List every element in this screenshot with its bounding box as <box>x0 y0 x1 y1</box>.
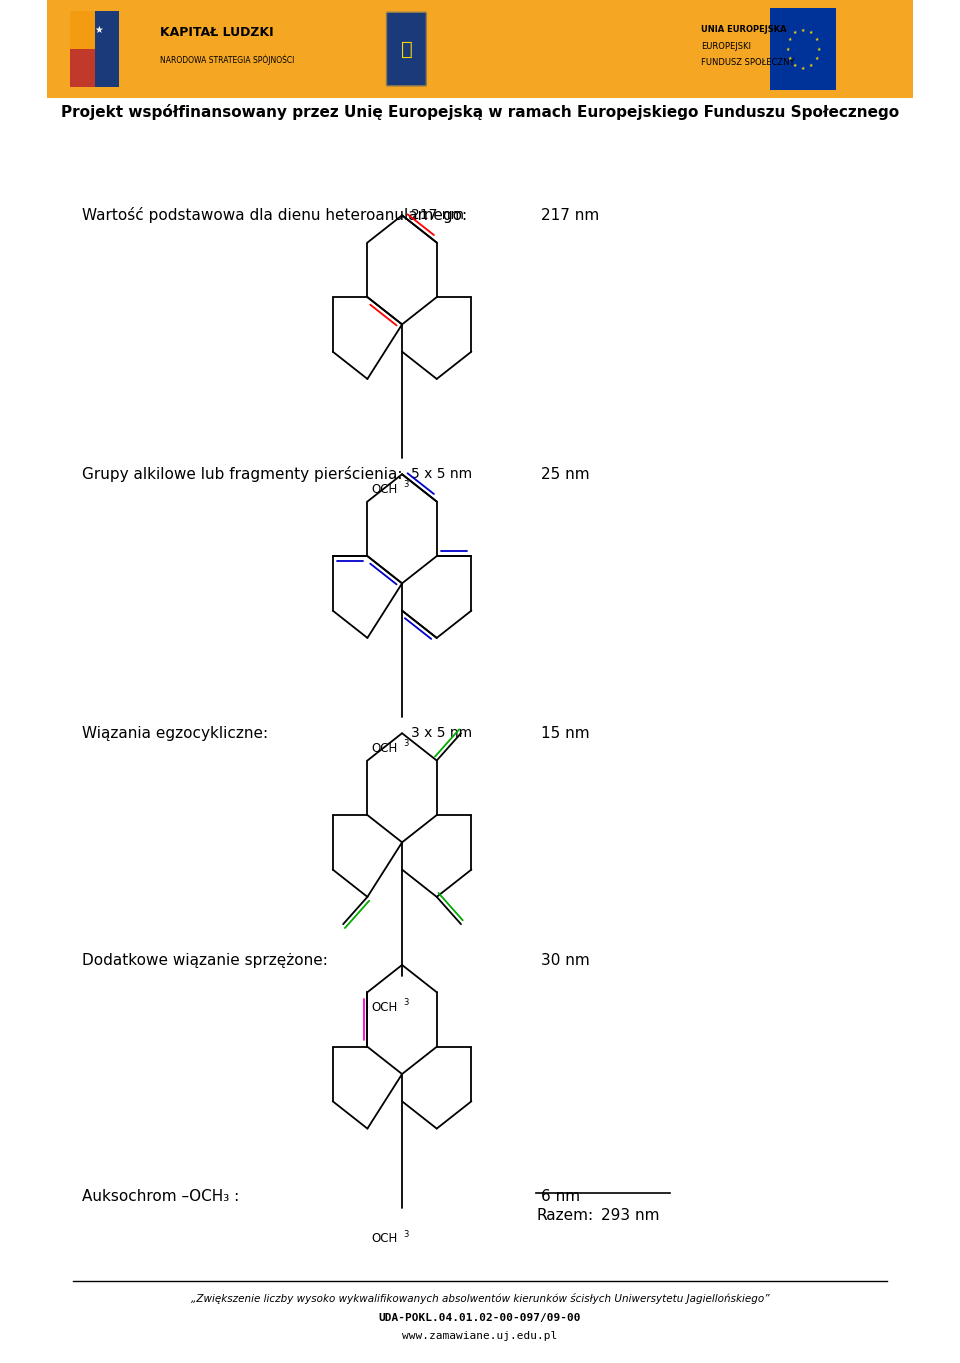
Bar <box>70 11 95 49</box>
Text: FUNDUSZ SPOŁECZNY: FUNDUSZ SPOŁECZNY <box>701 59 794 67</box>
Text: OCH: OCH <box>372 483 397 496</box>
Text: Grupy alkilowe lub fragmenty pierścienia:: Grupy alkilowe lub fragmenty pierścienia… <box>82 466 402 483</box>
Text: 3: 3 <box>403 998 409 1007</box>
Text: ★: ★ <box>808 30 813 35</box>
Text: 15 nm: 15 nm <box>540 725 589 741</box>
Text: 293 nm: 293 nm <box>601 1208 660 1224</box>
Bar <box>770 8 836 90</box>
Text: 3: 3 <box>403 739 409 748</box>
Text: ★: ★ <box>793 63 798 68</box>
Text: Dodatkowe wiązanie sprzężone:: Dodatkowe wiązanie sprzężone: <box>82 953 327 969</box>
Text: 5 x 5 nm: 5 x 5 nm <box>411 468 472 481</box>
Bar <box>70 49 95 87</box>
Text: ★: ★ <box>801 27 805 33</box>
Text: OCH: OCH <box>372 741 397 755</box>
Text: 3: 3 <box>403 480 409 489</box>
Text: „Zwiększenie liczby wysoko wykwalifikowanych absolwentów kierunków ścisłych Uniw: „Zwiększenie liczby wysoko wykwalifikowa… <box>191 1293 769 1304</box>
Text: OCH: OCH <box>372 1000 397 1014</box>
Text: 217 nm: 217 nm <box>411 209 464 222</box>
Text: 25 nm: 25 nm <box>540 466 589 483</box>
Bar <box>47 0 913 98</box>
Text: ★: ★ <box>814 37 819 42</box>
Text: ★: ★ <box>793 30 798 35</box>
Bar <box>70 11 119 87</box>
Text: KAPITAŁ LUDZKI: KAPITAŁ LUDZKI <box>159 26 274 40</box>
Text: Auksochrom –OCH₃ :: Auksochrom –OCH₃ : <box>82 1189 239 1205</box>
Text: Razem:: Razem: <box>537 1208 593 1224</box>
Text: NARODOWA STRATEGIA SPÓJNOŚCI: NARODOWA STRATEGIA SPÓJNOŚCI <box>159 55 294 65</box>
FancyBboxPatch shape <box>387 12 426 86</box>
Text: Projekt współfinansowany przez Unię Europejską w ramach Europejskiego Funduszu S: Projekt współfinansowany przez Unię Euro… <box>60 104 900 120</box>
Text: 217 nm: 217 nm <box>540 207 599 224</box>
Text: OCH: OCH <box>372 1232 397 1246</box>
Text: 30 nm: 30 nm <box>540 953 589 969</box>
Text: 3: 3 <box>403 1229 409 1239</box>
Text: ⛜: ⛜ <box>400 40 412 59</box>
Text: UDA-POKL.04.01.02-00-097/09-00: UDA-POKL.04.01.02-00-097/09-00 <box>379 1313 581 1323</box>
Text: ★: ★ <box>814 56 819 61</box>
Text: ★: ★ <box>787 37 792 42</box>
Text: ★: ★ <box>808 63 813 68</box>
Text: UNIA EUROPEJSKA: UNIA EUROPEJSKA <box>701 26 786 34</box>
Text: EUROPEJSKI: EUROPEJSKI <box>701 42 751 50</box>
Text: Wartość podstawowa dla dienu heteroanularnego:: Wartość podstawowa dla dienu heteroanula… <box>82 207 467 224</box>
Text: ★: ★ <box>816 46 821 52</box>
Text: ★: ★ <box>787 56 792 61</box>
Text: Wiązania egzocykliczne:: Wiązania egzocykliczne: <box>82 725 268 741</box>
Text: ★: ★ <box>785 46 789 52</box>
Text: ★: ★ <box>801 65 805 71</box>
Text: www.zamawiane.uj.edu.pl: www.zamawiane.uj.edu.pl <box>402 1330 558 1341</box>
Text: ★: ★ <box>95 25 104 35</box>
Text: 3 x 5 nm: 3 x 5 nm <box>411 726 472 740</box>
Text: 6 nm: 6 nm <box>540 1189 580 1205</box>
